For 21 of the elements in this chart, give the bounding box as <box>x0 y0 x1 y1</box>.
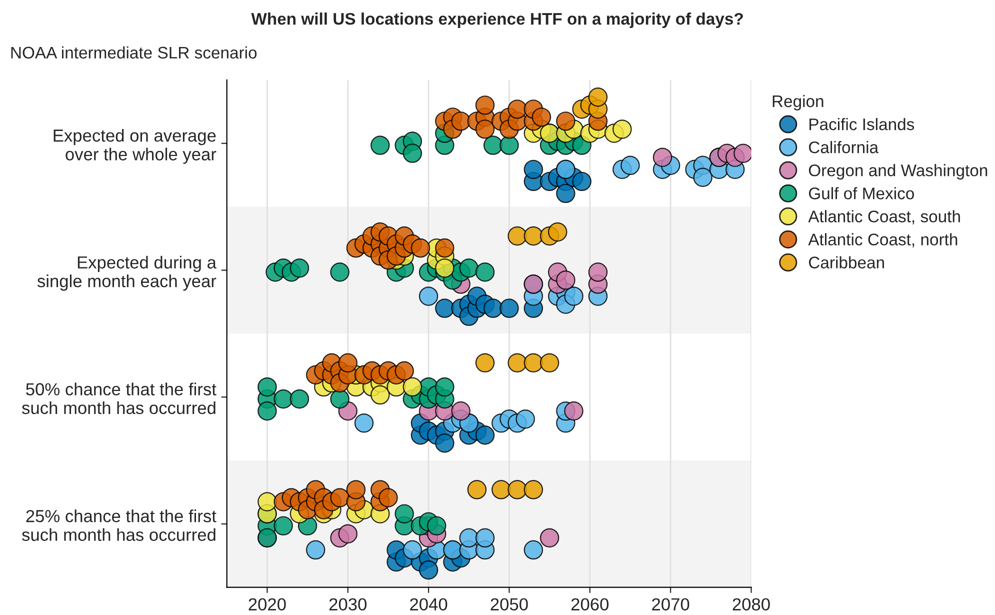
y-tick-label: Expected on average over the whole year <box>54 128 216 164</box>
x-tick-label: 2030 <box>329 598 366 610</box>
x-tick-label: 2080 <box>732 598 770 610</box>
x-tick-label: 2040 <box>410 598 448 610</box>
legend-label: Caribbean <box>808 256 884 268</box>
legend-label: Oregon and Washington <box>808 164 988 180</box>
chart-title: When will US locations experience HTF on a majority of days? <box>251 12 743 28</box>
x-tick-label: 2060 <box>571 598 609 610</box>
legend-label: Pacific Islands <box>810 118 914 130</box>
legend-title: Region <box>772 94 824 110</box>
x-tick-label: 2050 <box>490 598 528 610</box>
chart-subtitle: NOAA intermediate SLR scenario <box>11 46 257 59</box>
legend-label: California <box>808 141 879 154</box>
y-tick-label: Expected during a single month each year <box>37 256 216 291</box>
y-tick-label: 50% chance that the first such month has occurred <box>22 382 216 414</box>
y-tick-label: 25% chance that the first such month has occurred <box>22 510 216 541</box>
x-tick-label: 2070 <box>652 598 690 610</box>
legend-label: Atlantic Coast, south <box>808 210 960 224</box>
x-tick-label: 2020 <box>248 598 286 610</box>
legend-label: Gulf of Mexico <box>808 187 914 200</box>
legend-label: Atlantic Coast, north <box>808 233 958 248</box>
